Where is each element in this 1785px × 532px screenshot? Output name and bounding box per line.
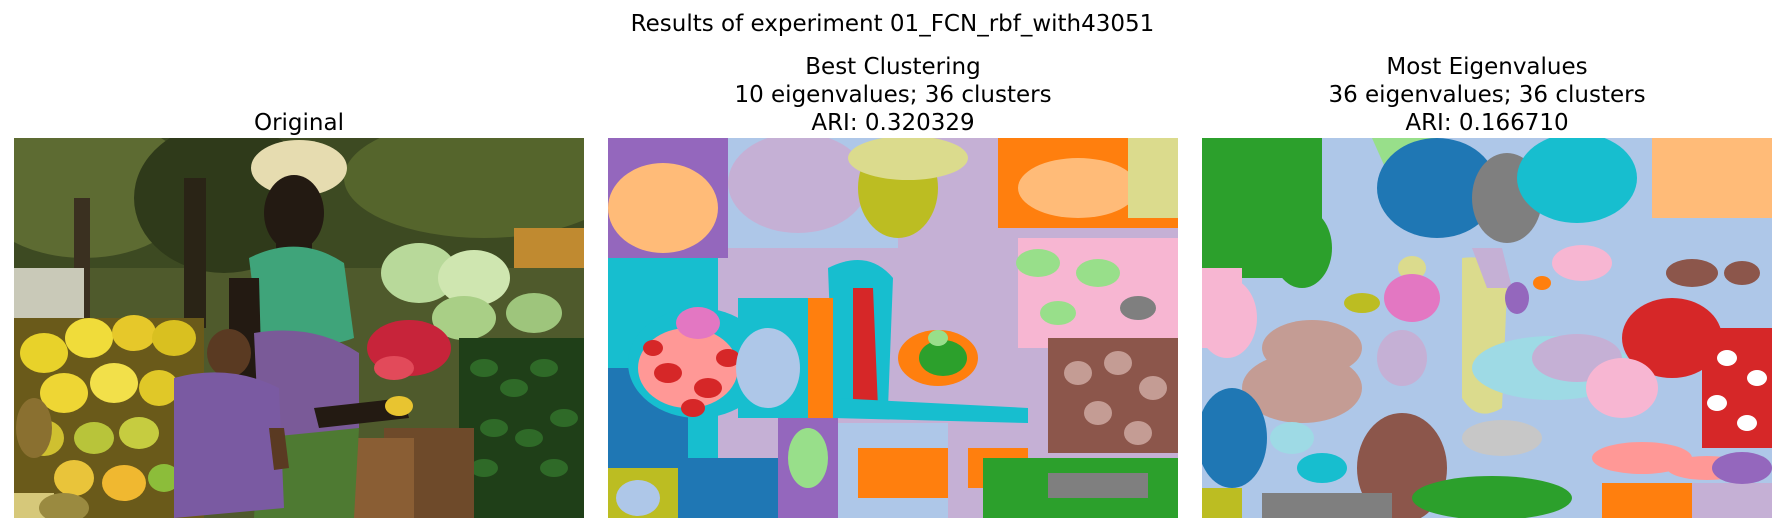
best-clustering-image [608,138,1178,518]
panel-most-eigenvalues: Most Eigenvalues 36 eigenvalues; 36 clus… [1202,0,1772,532]
panel-title-line: ARI: 0.320329 [811,110,975,136]
figure-suptitle: Results of experiment 01_FCN_rbf_with430… [630,11,1155,37]
original-image [14,138,584,518]
original-image-art [14,138,584,518]
panel-best-clustering: Best Clustering 10 eigenvalues; 36 clust… [608,0,1178,532]
panel-title-best-clustering: Best Clustering 10 eigenvalues; 36 clust… [608,53,1178,137]
panel-title-original: Original [14,109,584,137]
panel-title-line: ARI: 0.166710 [1405,110,1569,136]
best-clustering-segmentation [608,138,1178,518]
most-eigenvalues-segmentation [1202,138,1772,518]
panel-title-line: 10 eigenvalues; 36 clusters [734,82,1052,108]
panel-title-line: Original [253,110,344,136]
most-eigenvalues-image [1202,138,1772,518]
panel-original: Original [14,0,584,532]
panel-title-most-eigenvalues: Most Eigenvalues 36 eigenvalues; 36 clus… [1202,53,1772,137]
panel-title-line: 36 eigenvalues; 36 clusters [1328,82,1646,108]
panel-title-line: Most Eigenvalues [1386,54,1588,80]
panel-title-line: Best Clustering [805,54,981,80]
